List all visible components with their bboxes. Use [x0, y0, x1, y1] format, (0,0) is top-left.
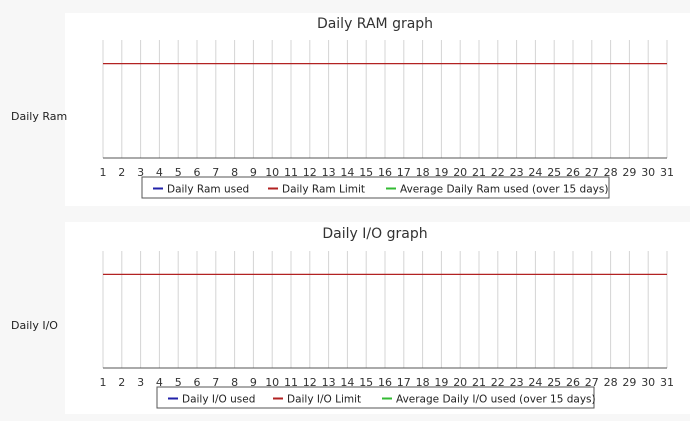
ram-x-tick-label-16: 16 — [378, 166, 392, 179]
io-x-tick-label-2: 2 — [118, 376, 125, 389]
ram-x-tick-label-22: 22 — [491, 166, 505, 179]
io-x-tick-label-1: 1 — [100, 376, 107, 389]
io-x-tick-label-18: 18 — [416, 376, 430, 389]
ram-x-tick-label-15: 15 — [359, 166, 373, 179]
ram-x-tick-label-21: 21 — [472, 166, 486, 179]
ram-legend-label-2: Average Daily Ram used (over 15 days) — [400, 184, 608, 196]
ram-x-tick-label-2: 2 — [118, 166, 125, 179]
ram-x-tick-label-3: 3 — [137, 166, 144, 179]
ram-x-tick-label-29: 29 — [622, 166, 636, 179]
io-x-tick-label-23: 23 — [510, 376, 524, 389]
io-x-tick-label-12: 12 — [303, 376, 317, 389]
ram-chart-title: Daily RAM graph — [317, 16, 433, 32]
io-x-tick-label-26: 26 — [566, 376, 580, 389]
io-y-axis-label: Daily I/O — [11, 319, 58, 332]
io-x-tick-label-9: 9 — [250, 376, 257, 389]
ram-x-tick-label-6: 6 — [194, 166, 201, 179]
ram-x-tick-label-13: 13 — [322, 166, 336, 179]
io-x-tick-label-20: 20 — [453, 376, 467, 389]
ram-x-tick-label-9: 9 — [250, 166, 257, 179]
ram-x-tick-label-28: 28 — [604, 166, 618, 179]
io-x-tick-label-24: 24 — [528, 376, 542, 389]
ram-x-tick-label-17: 17 — [397, 166, 411, 179]
io-x-tick-label-11: 11 — [284, 376, 298, 389]
io-x-tick-label-14: 14 — [340, 376, 354, 389]
ram-x-tick-label-18: 18 — [416, 166, 430, 179]
ram-chart-panel — [65, 13, 690, 206]
ram-x-tick-label-7: 7 — [212, 166, 219, 179]
io-x-tick-label-22: 22 — [491, 376, 505, 389]
ram-legend-label-1: Daily Ram Limit — [282, 184, 365, 196]
io-x-tick-label-29: 29 — [622, 376, 636, 389]
ram-x-tick-label-31: 31 — [660, 166, 674, 179]
ram-x-tick-label-20: 20 — [453, 166, 467, 179]
io-x-tick-label-17: 17 — [397, 376, 411, 389]
io-x-tick-label-8: 8 — [231, 376, 238, 389]
ram-legend-box — [141, 176, 610, 199]
io-x-tick-label-15: 15 — [359, 376, 373, 389]
io-x-tick-label-21: 21 — [472, 376, 486, 389]
ram-y-axis-label: Daily Ram — [11, 110, 68, 123]
io-x-tick-label-6: 6 — [194, 376, 201, 389]
io-legend-label-2: Average Daily I/O used (over 15 days) — [396, 394, 596, 406]
ram-legend-label-0: Daily Ram used — [167, 184, 249, 196]
ram-x-tick-label-30: 30 — [641, 166, 655, 179]
io-x-tick-label-4: 4 — [156, 376, 163, 389]
io-x-tick-label-7: 7 — [212, 376, 219, 389]
ram-x-tick-label-27: 27 — [585, 166, 599, 179]
io-x-tick-label-27: 27 — [585, 376, 599, 389]
ram-x-tick-label-14: 14 — [340, 166, 354, 179]
ram-x-tick-label-5: 5 — [175, 166, 182, 179]
io-x-tick-label-19: 19 — [434, 376, 448, 389]
io-x-tick-label-5: 5 — [175, 376, 182, 389]
io-x-tick-label-16: 16 — [378, 376, 392, 389]
io-x-tick-label-13: 13 — [322, 376, 336, 389]
ram-x-tick-label-25: 25 — [547, 166, 561, 179]
ram-x-tick-label-24: 24 — [528, 166, 542, 179]
io-x-tick-label-31: 31 — [660, 376, 674, 389]
io-legend-label-0: Daily I/O used — [182, 394, 255, 406]
io-chart-panel — [65, 222, 690, 414]
io-legend-label-1: Daily I/O Limit — [287, 394, 361, 406]
io-chart-title: Daily I/O graph — [322, 226, 427, 242]
ram-x-tick-label-1: 1 — [100, 166, 107, 179]
ram-x-tick-label-11: 11 — [284, 166, 298, 179]
io-x-tick-label-10: 10 — [265, 376, 279, 389]
ram-x-tick-label-26: 26 — [566, 166, 580, 179]
ram-x-tick-label-19: 19 — [434, 166, 448, 179]
ram-x-tick-label-10: 10 — [265, 166, 279, 179]
ram-x-tick-label-23: 23 — [510, 166, 524, 179]
io-x-tick-label-28: 28 — [604, 376, 618, 389]
io-x-tick-label-25: 25 — [547, 376, 561, 389]
ram-x-tick-label-12: 12 — [303, 166, 317, 179]
io-legend-box — [156, 386, 595, 409]
io-x-tick-label-3: 3 — [137, 376, 144, 389]
io-x-tick-label-30: 30 — [641, 376, 655, 389]
ram-x-tick-label-4: 4 — [156, 166, 163, 179]
ram-x-tick-label-8: 8 — [231, 166, 238, 179]
